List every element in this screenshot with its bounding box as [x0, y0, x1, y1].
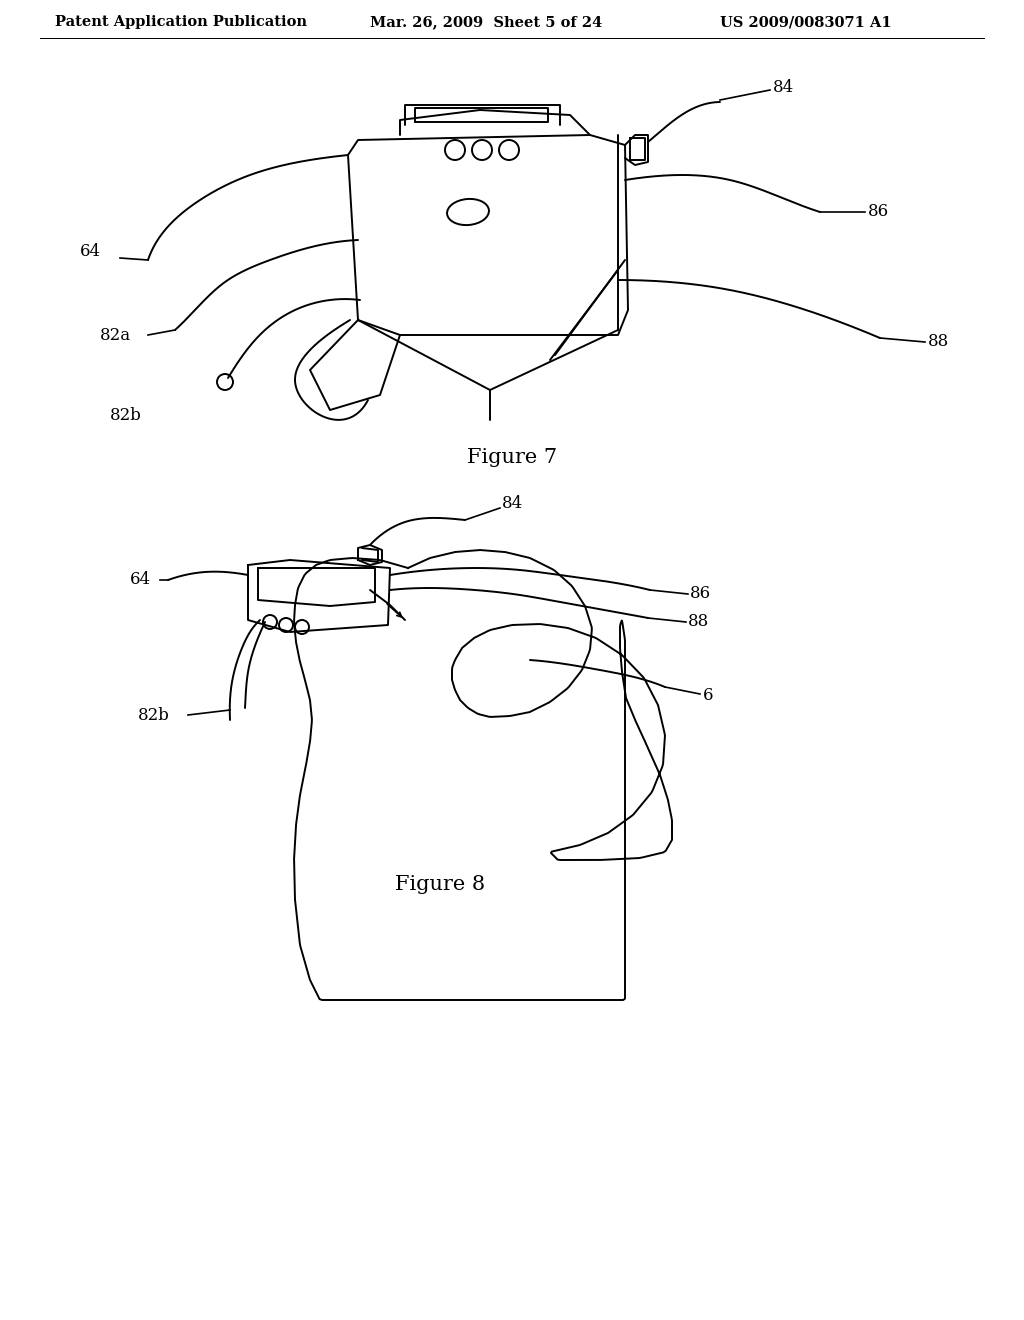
Text: US 2009/0083071 A1: US 2009/0083071 A1 — [720, 15, 892, 29]
Text: 88: 88 — [928, 334, 949, 351]
Text: 82b: 82b — [110, 407, 142, 424]
Text: 82a: 82a — [100, 326, 131, 343]
Text: Patent Application Publication: Patent Application Publication — [55, 15, 307, 29]
Text: 84: 84 — [773, 79, 795, 96]
Text: 88: 88 — [688, 614, 710, 631]
Text: 64: 64 — [130, 572, 152, 589]
Text: 84: 84 — [502, 495, 523, 512]
Text: Mar. 26, 2009  Sheet 5 of 24: Mar. 26, 2009 Sheet 5 of 24 — [370, 15, 602, 29]
Text: Figure 8: Figure 8 — [395, 875, 485, 894]
Text: Figure 7: Figure 7 — [467, 447, 557, 467]
Text: 64: 64 — [80, 243, 101, 260]
Text: 86: 86 — [868, 203, 889, 220]
Text: 82b: 82b — [138, 706, 170, 723]
Text: 86: 86 — [690, 586, 711, 602]
Text: 6: 6 — [703, 686, 714, 704]
